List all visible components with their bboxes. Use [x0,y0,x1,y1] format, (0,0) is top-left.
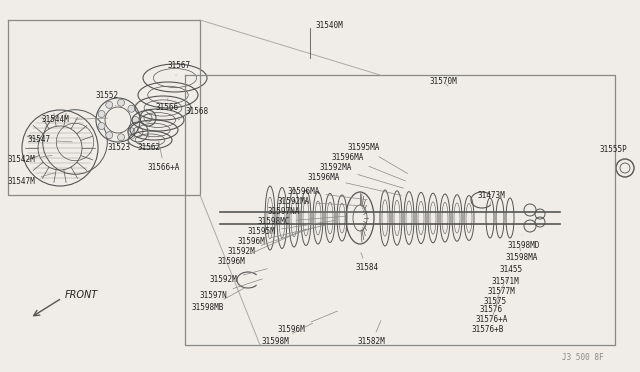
Circle shape [128,128,135,135]
Text: 31552: 31552 [95,92,118,106]
Text: 31575: 31575 [484,285,507,307]
Text: 31544M: 31544M [42,115,108,125]
Text: 31595MA: 31595MA [348,144,408,174]
Text: J3 500 8F: J3 500 8F [562,353,604,362]
Text: 31598MD: 31598MD [508,235,540,250]
Text: 31596M: 31596M [238,225,327,247]
Circle shape [132,116,139,124]
Circle shape [106,101,113,108]
Text: 31542M: 31542M [8,155,52,164]
Text: 31592M: 31592M [228,227,316,257]
Text: 31523: 31523 [108,137,136,153]
Text: 31576+B: 31576+B [472,303,504,334]
Text: 31562: 31562 [138,129,161,153]
Text: 31597N: 31597N [200,279,262,299]
Text: 31598MB: 31598MB [192,287,246,312]
Circle shape [118,134,125,141]
Text: 31547M: 31547M [8,173,55,186]
Text: 31577M: 31577M [488,279,516,296]
Text: 31455: 31455 [500,260,523,275]
Circle shape [106,132,113,139]
Text: 31597NA: 31597NA [268,208,364,217]
Text: 31596M: 31596M [278,311,337,334]
Text: 31584: 31584 [355,253,378,273]
Text: 31598MC: 31598MC [258,216,345,227]
Text: 31596MA: 31596MA [332,154,405,181]
Circle shape [118,99,125,106]
Text: 31592MA: 31592MA [320,164,403,188]
Text: 31570M: 31570M [430,77,458,87]
Text: 31595M: 31595M [248,221,335,237]
Text: FRONT: FRONT [65,290,99,300]
Text: 31547: 31547 [28,135,72,144]
Text: 31540M: 31540M [315,20,343,29]
Text: 31592M: 31592M [210,269,268,285]
Circle shape [98,122,105,129]
Text: 31596M: 31596M [218,229,305,266]
Text: 31567: 31567 [168,61,191,76]
Text: 31566+A: 31566+A [148,141,180,173]
Text: 31571M: 31571M [492,271,520,286]
Text: 31568: 31568 [178,108,208,120]
Circle shape [98,110,105,118]
Circle shape [128,105,135,112]
Text: 31566: 31566 [155,98,178,112]
Text: 31555P: 31555P [600,145,628,160]
Text: 31576+A: 31576+A [476,296,508,324]
Text: 31598MA: 31598MA [505,248,538,263]
Text: 31596MA: 31596MA [308,173,401,195]
Text: 31596MA: 31596MA [288,187,367,200]
Text: 31598M: 31598M [262,323,312,346]
Text: 31576: 31576 [480,291,503,314]
Text: 31473M: 31473M [478,190,506,205]
Text: 31582M: 31582M [358,321,386,346]
Text: 31592MA: 31592MA [278,198,365,206]
